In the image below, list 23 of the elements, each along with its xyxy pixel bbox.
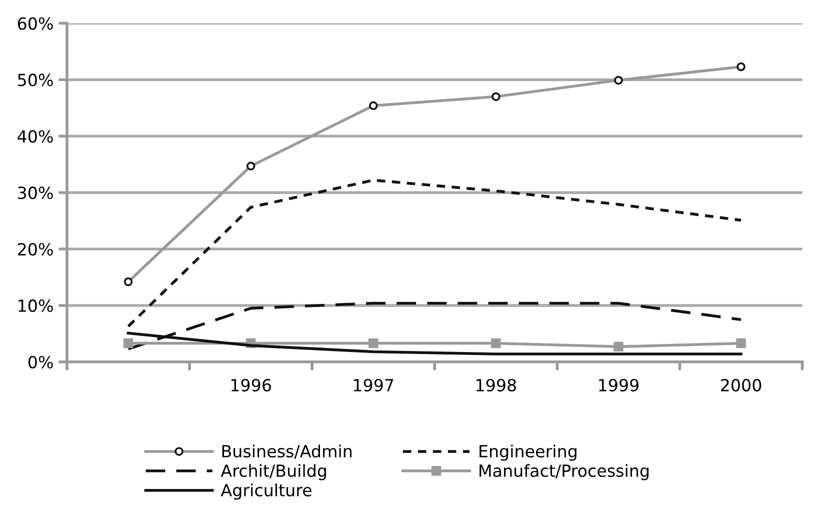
- legend-label: Agriculture: [220, 484, 312, 500]
- line-series: [126, 178, 742, 328]
- x-tick-label: 1998: [476, 378, 516, 392]
- legend-label: Engineering: [480, 444, 576, 461]
- x-tick-label: 1997: [354, 378, 394, 392]
- x-tick-label: 2000: [721, 378, 762, 392]
- legend-label: Manufact/Processing: [480, 464, 649, 480]
- point: [491, 338, 501, 348]
- x-tick-label: 1999: [599, 378, 639, 392]
- point: [123, 338, 134, 348]
- y-tick-label: 20%: [18, 242, 53, 256]
- y-tick-label: 50%: [18, 74, 53, 86]
- point: [736, 338, 746, 348]
- y-tick-label: 40%: [18, 130, 53, 143]
- point: [368, 338, 378, 348]
- x-tick-label: 1996: [231, 378, 271, 392]
- y-tick-label: 60%: [18, 17, 53, 30]
- legend-label: Archit/Buildg: [220, 464, 326, 480]
- y-tick-label: 10%: [18, 299, 53, 312]
- legend-label: Business/Admin: [222, 444, 352, 459]
- point: [614, 342, 624, 352]
- y-tick-label: 30%: [18, 186, 53, 200]
- y-tick-label: 0%: [28, 356, 53, 368]
